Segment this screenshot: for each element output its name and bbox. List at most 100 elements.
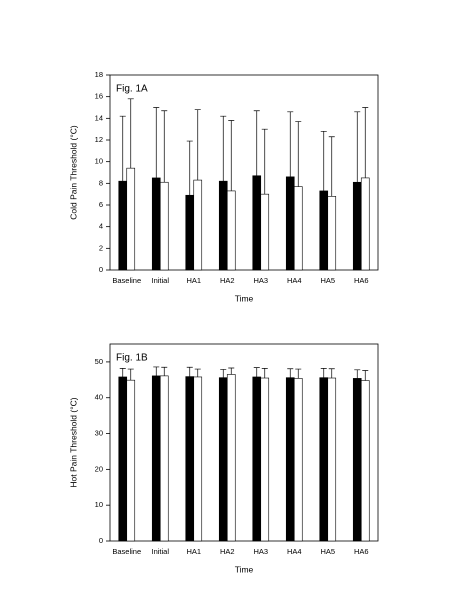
error-bar — [161, 110, 168, 183]
x-tick-label: HA1 — [186, 276, 201, 285]
x-tick-label: Initial — [151, 547, 169, 556]
y-tick-label: 2 — [99, 243, 103, 252]
error-bar — [328, 368, 335, 379]
bar — [319, 377, 329, 542]
error-bar — [253, 367, 260, 377]
x-tick-label: HA4 — [287, 276, 302, 285]
bar — [352, 181, 362, 271]
error-bar — [127, 98, 134, 169]
y-tick-label: 40 — [95, 393, 103, 402]
bar — [151, 177, 161, 271]
y-axis-label: Cold Pain Threshold (°C) — [68, 125, 78, 220]
bar — [151, 375, 161, 542]
error-bar — [119, 368, 126, 377]
y-axis-label: Hot Pain Threshold (°C) — [68, 397, 78, 487]
y-tick-label: 0 — [99, 536, 103, 545]
bar — [319, 190, 329, 271]
error-bar — [287, 111, 294, 177]
x-tick-label: HA2 — [220, 547, 235, 556]
error-bar — [354, 369, 361, 379]
x-tick-label: HA3 — [253, 276, 268, 285]
y-tick-label: 50 — [95, 357, 103, 366]
bar — [193, 179, 203, 271]
error-bar — [194, 368, 201, 377]
bar — [360, 380, 370, 542]
bar — [226, 190, 236, 271]
bar — [118, 180, 128, 271]
x-tick-label: Baseline — [112, 547, 141, 556]
bar — [159, 181, 169, 271]
bar — [352, 378, 362, 542]
plot-frame — [109, 74, 379, 271]
bar — [327, 196, 337, 271]
bar — [185, 194, 195, 271]
x-tick-label: Baseline — [112, 276, 141, 285]
error-bar — [119, 115, 126, 182]
bar — [126, 379, 136, 542]
y-tick-label: 16 — [95, 92, 103, 101]
error-bar — [253, 110, 260, 176]
bar — [285, 377, 295, 542]
bar — [252, 376, 262, 542]
x-tick-label: HA2 — [220, 276, 235, 285]
error-bar — [194, 109, 201, 181]
error-bar — [153, 107, 160, 178]
y-tick-label: 8 — [99, 178, 103, 187]
error-bar — [320, 130, 327, 191]
error-bar — [228, 367, 235, 375]
error-bar — [287, 368, 294, 378]
x-axis-label: Time — [235, 293, 254, 303]
x-tick-label: HA3 — [253, 547, 268, 556]
bar — [218, 377, 228, 542]
bar — [260, 377, 270, 542]
error-bar — [261, 128, 268, 195]
error-bar — [362, 107, 369, 178]
bar — [293, 186, 303, 271]
error-bar — [328, 136, 335, 197]
error-bar — [295, 368, 302, 379]
error-bar — [295, 121, 302, 187]
y-tick-label: 12 — [95, 135, 103, 144]
y-tick-label: 14 — [95, 113, 103, 122]
bar — [327, 377, 337, 542]
bar — [193, 376, 203, 542]
bar — [293, 378, 303, 542]
error-bar — [261, 368, 268, 379]
error-bar — [228, 120, 235, 191]
y-tick-label: 10 — [95, 500, 103, 509]
x-tick-label: HA5 — [320, 276, 335, 285]
x-tick-label: HA4 — [287, 547, 302, 556]
error-bar — [153, 366, 160, 376]
y-tick-label: 18 — [95, 70, 103, 79]
annotation: Fig. 1A — [116, 84, 148, 95]
x-tick-label: HA5 — [320, 547, 335, 556]
bar — [226, 374, 236, 542]
error-bar — [220, 369, 227, 378]
annotation: Fig. 1B — [116, 353, 148, 364]
bar — [118, 376, 128, 542]
bar — [185, 376, 195, 542]
plot-frame — [109, 343, 379, 542]
bar — [126, 167, 136, 271]
y-tick-label: 30 — [95, 429, 103, 438]
error-bar — [186, 366, 193, 377]
error-bar — [127, 368, 134, 381]
bar — [360, 177, 370, 271]
x-tick-label: Initial — [151, 276, 169, 285]
error-bar — [220, 115, 227, 182]
x-tick-label: HA6 — [354, 276, 369, 285]
error-bar — [354, 111, 361, 183]
error-bar — [320, 368, 327, 378]
x-axis-label: Time — [235, 564, 254, 574]
bar — [285, 176, 295, 271]
error-bar — [161, 366, 168, 376]
error-bar — [362, 370, 369, 381]
x-tick-label: HA1 — [186, 547, 201, 556]
x-tick-label: HA6 — [354, 547, 369, 556]
y-tick-label: 4 — [99, 222, 103, 231]
y-tick-label: 10 — [95, 157, 103, 166]
y-tick-label: 20 — [95, 464, 103, 473]
error-bar — [186, 140, 193, 196]
bar — [159, 375, 169, 542]
